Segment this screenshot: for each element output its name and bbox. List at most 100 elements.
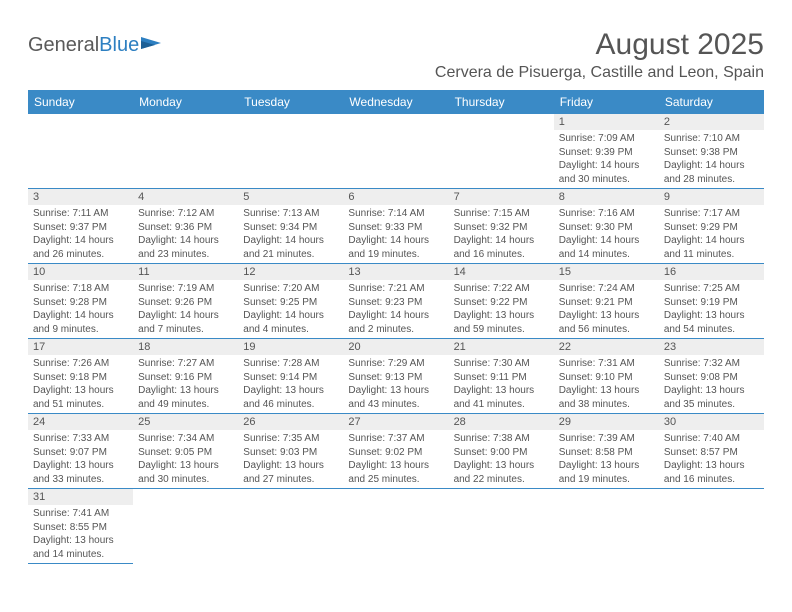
day-number: 4	[133, 189, 238, 205]
calendar-day: 6Sunrise: 7:14 AMSunset: 9:33 PMDaylight…	[343, 189, 448, 264]
day-number: 20	[343, 339, 448, 355]
sunset-text: Sunset: 9:14 PM	[243, 371, 338, 385]
daylight-text-2: and 41 minutes.	[454, 398, 549, 412]
day-info: Sunrise: 7:31 AMSunset: 9:10 PMDaylight:…	[554, 355, 659, 413]
calendar-empty	[343, 489, 448, 564]
calendar-day: 2Sunrise: 7:10 AMSunset: 9:38 PMDaylight…	[659, 114, 764, 189]
calendar-day: 27Sunrise: 7:37 AMSunset: 9:02 PMDayligh…	[343, 414, 448, 489]
sunrise-text: Sunrise: 7:14 AM	[348, 207, 443, 221]
daylight-text-2: and 11 minutes.	[664, 248, 759, 262]
day-info: Sunrise: 7:19 AMSunset: 9:26 PMDaylight:…	[133, 280, 238, 338]
day-info: Sunrise: 7:12 AMSunset: 9:36 PMDaylight:…	[133, 205, 238, 263]
sunset-text: Sunset: 9:16 PM	[138, 371, 233, 385]
weekday-header: Monday	[133, 90, 238, 114]
day-number: 27	[343, 414, 448, 430]
sunrise-text: Sunrise: 7:30 AM	[454, 357, 549, 371]
day-number: 28	[449, 414, 554, 430]
sunrise-text: Sunrise: 7:24 AM	[559, 282, 654, 296]
sunset-text: Sunset: 9:34 PM	[243, 221, 338, 235]
day-number: 14	[449, 264, 554, 280]
location: Cervera de Pisuerga, Castille and Leon, …	[435, 64, 764, 82]
calendar-day: 19Sunrise: 7:28 AMSunset: 9:14 PMDayligh…	[238, 339, 343, 414]
weekday-header: Saturday	[659, 90, 764, 114]
sunset-text: Sunset: 9:39 PM	[559, 146, 654, 160]
day-info: Sunrise: 7:14 AMSunset: 9:33 PMDaylight:…	[343, 205, 448, 263]
sunrise-text: Sunrise: 7:34 AM	[138, 432, 233, 446]
day-number: 22	[554, 339, 659, 355]
calendar-day: 29Sunrise: 7:39 AMSunset: 8:58 PMDayligh…	[554, 414, 659, 489]
day-info: Sunrise: 7:16 AMSunset: 9:30 PMDaylight:…	[554, 205, 659, 263]
sunset-text: Sunset: 9:25 PM	[243, 296, 338, 310]
day-number: 17	[28, 339, 133, 355]
sunrise-text: Sunrise: 7:39 AM	[559, 432, 654, 446]
day-info: Sunrise: 7:25 AMSunset: 9:19 PMDaylight:…	[659, 280, 764, 338]
sunrise-text: Sunrise: 7:37 AM	[348, 432, 443, 446]
day-info: Sunrise: 7:17 AMSunset: 9:29 PMDaylight:…	[659, 205, 764, 263]
day-number: 26	[238, 414, 343, 430]
day-number: 12	[238, 264, 343, 280]
daylight-text-1: Daylight: 13 hours	[664, 309, 759, 323]
title-block: August 2025 Cervera de Pisuerga, Castill…	[435, 28, 764, 82]
daylight-text-1: Daylight: 13 hours	[138, 459, 233, 473]
daylight-text-2: and 38 minutes.	[559, 398, 654, 412]
day-number: 7	[449, 189, 554, 205]
day-number: 3	[28, 189, 133, 205]
daylight-text-2: and 30 minutes.	[138, 473, 233, 487]
daylight-text-2: and 16 minutes.	[664, 473, 759, 487]
day-number: 19	[238, 339, 343, 355]
daylight-text-1: Daylight: 13 hours	[33, 534, 128, 548]
day-number: 9	[659, 189, 764, 205]
sunset-text: Sunset: 9:32 PM	[454, 221, 549, 235]
sunrise-text: Sunrise: 7:11 AM	[33, 207, 128, 221]
sunset-text: Sunset: 9:37 PM	[33, 221, 128, 235]
sunset-text: Sunset: 9:38 PM	[664, 146, 759, 160]
day-number: 16	[659, 264, 764, 280]
day-number: 5	[238, 189, 343, 205]
daylight-text-2: and 2 minutes.	[348, 323, 443, 337]
calendar-day: 15Sunrise: 7:24 AMSunset: 9:21 PMDayligh…	[554, 264, 659, 339]
calendar-day: 30Sunrise: 7:40 AMSunset: 8:57 PMDayligh…	[659, 414, 764, 489]
calendar-day: 7Sunrise: 7:15 AMSunset: 9:32 PMDaylight…	[449, 189, 554, 264]
daylight-text-1: Daylight: 14 hours	[33, 234, 128, 248]
calendar-empty	[238, 114, 343, 189]
calendar-day: 16Sunrise: 7:25 AMSunset: 9:19 PMDayligh…	[659, 264, 764, 339]
day-info: Sunrise: 7:27 AMSunset: 9:16 PMDaylight:…	[133, 355, 238, 413]
sunrise-text: Sunrise: 7:17 AM	[664, 207, 759, 221]
sunrise-text: Sunrise: 7:19 AM	[138, 282, 233, 296]
calendar-day: 8Sunrise: 7:16 AMSunset: 9:30 PMDaylight…	[554, 189, 659, 264]
weekday-header: Friday	[554, 90, 659, 114]
sunset-text: Sunset: 9:18 PM	[33, 371, 128, 385]
calendar-day: 4Sunrise: 7:12 AMSunset: 9:36 PMDaylight…	[133, 189, 238, 264]
logo: GeneralBlue	[28, 34, 163, 57]
calendar-empty	[133, 114, 238, 189]
daylight-text-2: and 33 minutes.	[33, 473, 128, 487]
day-info: Sunrise: 7:39 AMSunset: 8:58 PMDaylight:…	[554, 430, 659, 488]
weekday-header: Thursday	[449, 90, 554, 114]
day-info: Sunrise: 7:11 AMSunset: 9:37 PMDaylight:…	[28, 205, 133, 263]
day-info: Sunrise: 7:13 AMSunset: 9:34 PMDaylight:…	[238, 205, 343, 263]
daylight-text-2: and 23 minutes.	[138, 248, 233, 262]
calendar-empty	[449, 489, 554, 564]
sunrise-text: Sunrise: 7:10 AM	[664, 132, 759, 146]
day-number: 30	[659, 414, 764, 430]
calendar-day: 23Sunrise: 7:32 AMSunset: 9:08 PMDayligh…	[659, 339, 764, 414]
daylight-text-2: and 19 minutes.	[348, 248, 443, 262]
weekday-header-row: SundayMondayTuesdayWednesdayThursdayFrid…	[28, 90, 764, 114]
daylight-text-1: Daylight: 13 hours	[243, 459, 338, 473]
day-info: Sunrise: 7:34 AMSunset: 9:05 PMDaylight:…	[133, 430, 238, 488]
calendar-day: 18Sunrise: 7:27 AMSunset: 9:16 PMDayligh…	[133, 339, 238, 414]
day-number: 1	[554, 114, 659, 130]
calendar-day: 11Sunrise: 7:19 AMSunset: 9:26 PMDayligh…	[133, 264, 238, 339]
daylight-text-1: Daylight: 13 hours	[664, 459, 759, 473]
daylight-text-1: Daylight: 14 hours	[559, 234, 654, 248]
sunset-text: Sunset: 9:05 PM	[138, 446, 233, 460]
sunrise-text: Sunrise: 7:25 AM	[664, 282, 759, 296]
sunset-text: Sunset: 9:08 PM	[664, 371, 759, 385]
sunset-text: Sunset: 9:21 PM	[559, 296, 654, 310]
day-number: 10	[28, 264, 133, 280]
weekday-header: Tuesday	[238, 90, 343, 114]
sunset-text: Sunset: 9:26 PM	[138, 296, 233, 310]
daylight-text-1: Daylight: 13 hours	[454, 309, 549, 323]
sunset-text: Sunset: 9:29 PM	[664, 221, 759, 235]
daylight-text-1: Daylight: 14 hours	[243, 234, 338, 248]
